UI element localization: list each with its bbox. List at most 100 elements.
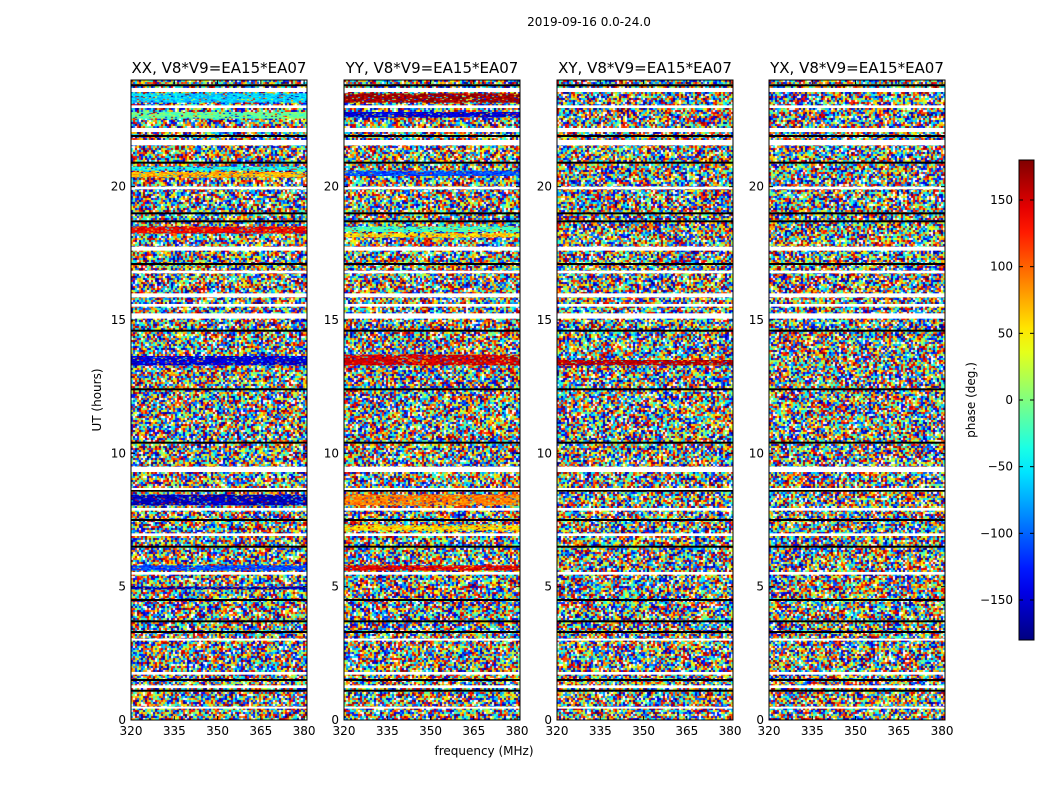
flagged-row bbox=[769, 128, 945, 132]
coherent-band bbox=[131, 226, 307, 234]
panel-frame bbox=[556, 79, 734, 721]
y-tick-label: 20 bbox=[111, 180, 126, 194]
dark-row bbox=[769, 631, 945, 633]
flagged-row bbox=[557, 533, 733, 536]
x-tick-label: 365 bbox=[249, 724, 272, 738]
flagged-row bbox=[344, 293, 520, 298]
x-tick-label: 320 bbox=[758, 724, 781, 738]
flagged-row bbox=[769, 88, 945, 92]
x-tick-label: 350 bbox=[419, 724, 442, 738]
coherent-band bbox=[344, 494, 520, 506]
y-tick-label: 5 bbox=[331, 580, 339, 594]
flagged-row bbox=[131, 186, 307, 190]
figure-suptitle: 2019-09-16 0.0-24.0 bbox=[527, 15, 651, 29]
dark-row bbox=[131, 631, 307, 633]
dark-row bbox=[344, 388, 520, 391]
x-tick-label: 335 bbox=[376, 724, 399, 738]
dark-row bbox=[769, 135, 945, 137]
flagged-row bbox=[344, 685, 520, 688]
dark-row bbox=[131, 620, 307, 623]
dark-row bbox=[344, 135, 520, 137]
dark-row bbox=[344, 212, 520, 215]
y-tick-label: 10 bbox=[111, 446, 126, 460]
dark-row bbox=[344, 599, 520, 601]
dark-row bbox=[557, 545, 733, 548]
flagged-row bbox=[344, 304, 520, 307]
coherent-band bbox=[344, 226, 520, 232]
dark-row bbox=[344, 84, 520, 87]
flagged-row bbox=[557, 508, 733, 511]
dark-row bbox=[557, 441, 733, 444]
y-tick-label: 0 bbox=[756, 713, 764, 727]
flagged-row bbox=[131, 304, 307, 307]
flagged-row bbox=[769, 685, 945, 688]
flagged-row bbox=[769, 293, 945, 298]
panel-yy: YY, V8*V9=EA15*EA07 320 335 350 365 380 0 5 10 15… bbox=[324, 59, 529, 738]
flagged-row bbox=[769, 270, 945, 274]
dark-row bbox=[131, 220, 307, 223]
coherent-band bbox=[131, 565, 307, 571]
panel-xy: XY, V8*V9=EA15*EA07 320 335 350 365 380 0 5 10 15… bbox=[537, 59, 742, 738]
panel-xx: XX, V8*V9=EA15*EA07 320 335 350 365 380 0 5 10 15… bbox=[111, 59, 316, 738]
flagged-row bbox=[557, 706, 733, 709]
y-tick-label: 10 bbox=[749, 446, 764, 460]
phase-noise-image bbox=[557, 80, 733, 720]
flagged-row bbox=[131, 508, 307, 511]
dark-row bbox=[344, 263, 520, 265]
x-tick-label: 335 bbox=[163, 724, 186, 738]
flagged-row bbox=[557, 186, 733, 190]
flagged-row bbox=[557, 140, 733, 146]
dark-row bbox=[769, 161, 945, 164]
panel-frame bbox=[130, 79, 308, 721]
coherent-band bbox=[131, 356, 307, 366]
coherent-band bbox=[344, 93, 520, 103]
x-tick-label: 320 bbox=[120, 724, 143, 738]
coherent-band bbox=[131, 172, 307, 178]
y-tick-label: 5 bbox=[544, 580, 552, 594]
dark-row bbox=[769, 679, 945, 681]
y-tick-label: 20 bbox=[537, 180, 552, 194]
dark-row bbox=[769, 620, 945, 623]
colorbar-tick-label: 150 bbox=[990, 193, 1013, 207]
flagged-row bbox=[769, 706, 945, 709]
colorbar: −150 −100 −50 0 50 100 150 bbox=[980, 159, 1035, 641]
flagged-row bbox=[344, 533, 520, 536]
dark-row bbox=[769, 84, 945, 87]
x-tick-label: 335 bbox=[801, 724, 824, 738]
flagged-row bbox=[557, 685, 733, 688]
panel-yx: YX, V8*V9=EA15*EA07 320 335 350 365 380 0 5 10 15… bbox=[749, 59, 954, 738]
flagged-row bbox=[344, 246, 520, 251]
dark-row bbox=[344, 161, 520, 164]
flagged-row bbox=[131, 638, 307, 641]
flagged-row bbox=[769, 488, 945, 490]
flagged-row bbox=[131, 246, 307, 251]
coherent-band bbox=[344, 233, 520, 238]
dark-row bbox=[557, 135, 733, 137]
flagged-row bbox=[557, 128, 733, 132]
flagged-row bbox=[131, 488, 307, 490]
flagged-row bbox=[557, 572, 733, 575]
y-tick-label: 20 bbox=[749, 180, 764, 194]
flagged-row bbox=[769, 304, 945, 307]
dark-row bbox=[557, 329, 733, 332]
dark-row bbox=[769, 519, 945, 521]
dark-row bbox=[557, 212, 733, 215]
dark-row bbox=[344, 329, 520, 332]
colorbar-tick-label: 50 bbox=[998, 326, 1013, 340]
y-tick-label: 15 bbox=[324, 313, 339, 327]
x-tick-label: 365 bbox=[462, 724, 485, 738]
dark-row bbox=[557, 599, 733, 601]
flagged-row bbox=[131, 466, 307, 472]
flagged-row bbox=[557, 488, 733, 490]
flagged-row bbox=[131, 88, 307, 92]
coherent-band bbox=[131, 586, 307, 590]
dark-row bbox=[769, 489, 945, 492]
flagged-row bbox=[557, 105, 733, 108]
flagged-row bbox=[769, 313, 945, 319]
dark-row bbox=[131, 84, 307, 87]
dark-row bbox=[557, 84, 733, 87]
dark-row bbox=[769, 329, 945, 332]
x-tick-label: 380 bbox=[506, 724, 529, 738]
flagged-row bbox=[131, 105, 307, 108]
flagged-row bbox=[769, 466, 945, 472]
